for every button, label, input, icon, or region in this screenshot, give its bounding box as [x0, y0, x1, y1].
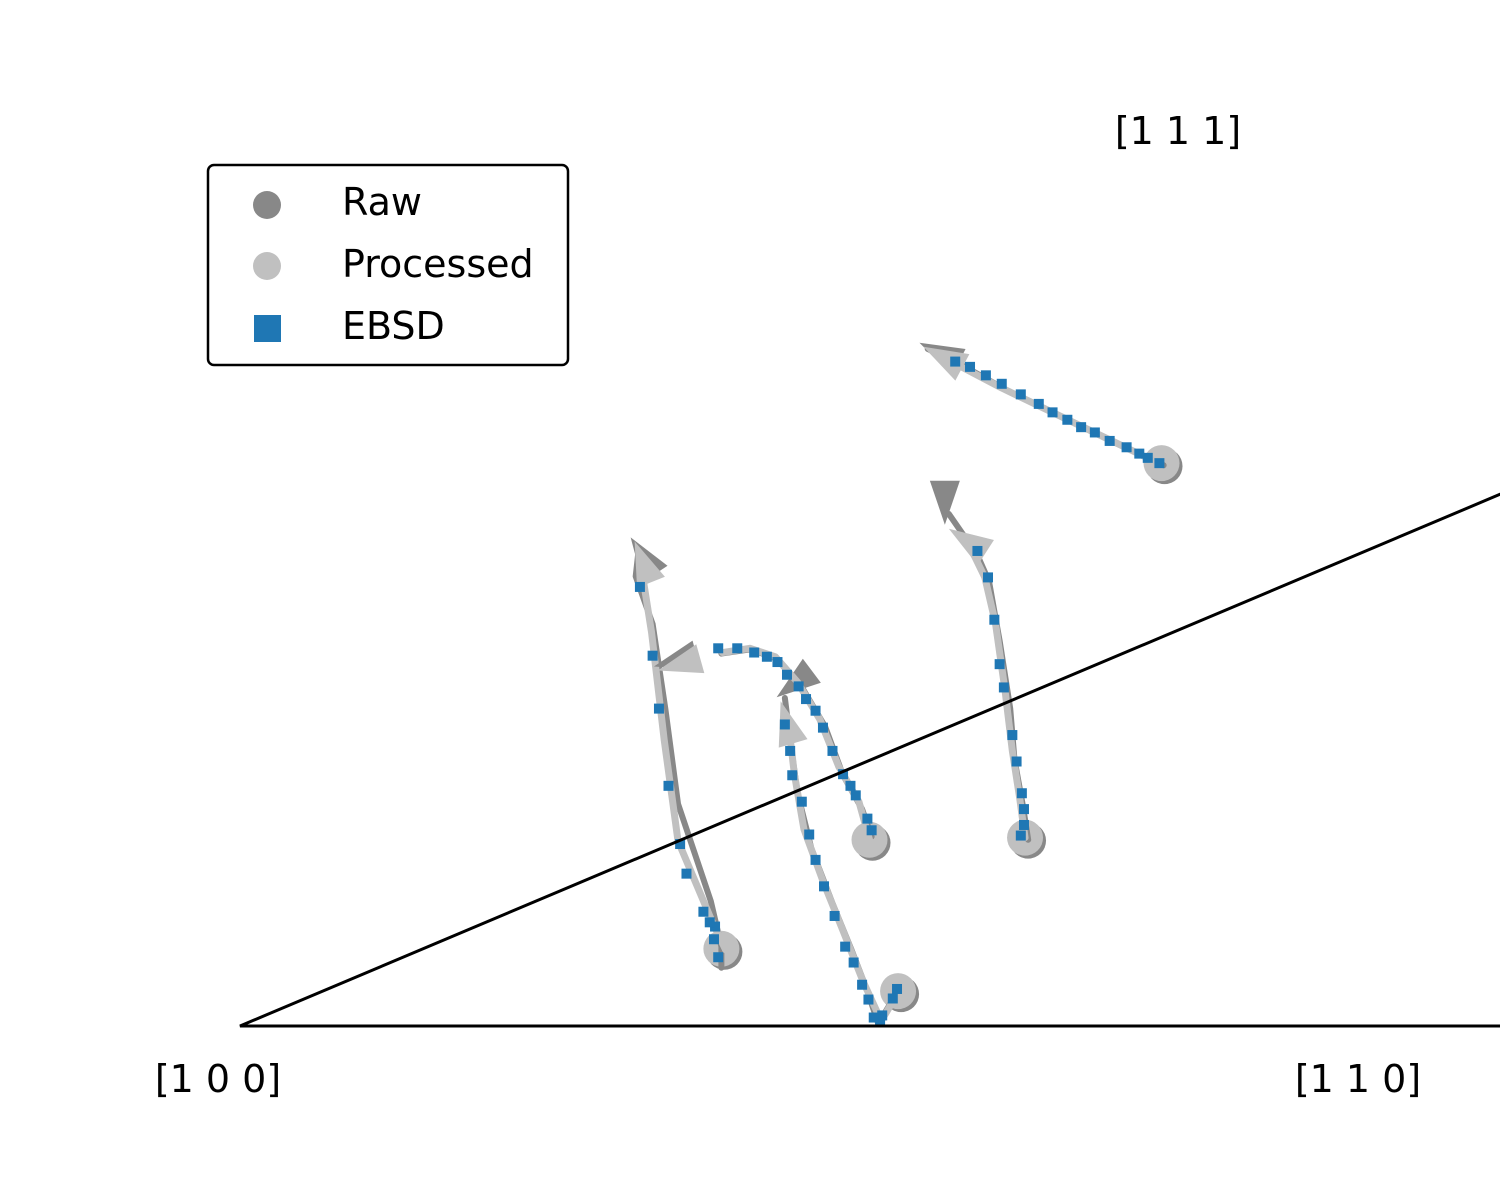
legend: Raw Processed EBSD [206, 163, 570, 367]
ebsd-point [1076, 422, 1087, 433]
ebsd-point [810, 705, 821, 716]
trajectory-3 [653, 640, 891, 861]
ebsd-point [708, 934, 719, 945]
ebsd-point [1033, 398, 1044, 409]
corner-label-110: [1 1 0] [1295, 1057, 1421, 1101]
ebsd-point [704, 917, 715, 928]
ebsd-point [1142, 452, 1153, 463]
ebsd-point [749, 647, 760, 658]
ebsd-point [796, 796, 807, 807]
ebsd-point [634, 581, 645, 592]
processed-arrowhead [634, 541, 665, 588]
ebsd-point [698, 906, 709, 917]
corner-label-111: [1 1 1] [1115, 109, 1241, 153]
ebsd-point [996, 378, 1007, 389]
legend-processed-marker [253, 252, 281, 280]
ebsd-point [713, 952, 724, 963]
trajectories [630, 342, 1183, 1026]
ebsd-point [810, 854, 821, 865]
ebsd-point [1011, 756, 1022, 767]
ebsd-point [1154, 458, 1165, 469]
raw-arrowhead [929, 480, 960, 525]
ebsd-point [653, 703, 664, 714]
ebsd-point [787, 770, 798, 781]
legend-ebsd-marker [254, 315, 281, 342]
ebsd-point [713, 643, 724, 654]
ebsd-point [772, 657, 783, 668]
legend-raw-label: Raw [342, 180, 422, 224]
ebsd-point [863, 994, 874, 1005]
ebsd-point [845, 780, 856, 791]
processed-path [963, 536, 1029, 842]
ebsd-point [994, 659, 1005, 670]
ebsd-point [965, 361, 976, 372]
processed-arrowhead [657, 644, 705, 674]
ebsd-point [998, 682, 1009, 693]
corner-label-100: [1 0 0] [155, 1057, 281, 1101]
ebsd-point [827, 745, 838, 756]
processed-path [718, 644, 874, 844]
ebsd-point [801, 694, 812, 705]
legend-ebsd-label: EBSD [342, 304, 445, 348]
ebsd-point [793, 681, 804, 692]
legend-processed-label: Processed [342, 242, 534, 286]
ebsd-point [819, 881, 830, 892]
ebsd-point [1062, 414, 1073, 425]
ebsd-point [862, 813, 873, 824]
ebsd-point [781, 669, 792, 680]
legend-raw-marker [253, 191, 281, 219]
ebsd-point [1018, 819, 1029, 830]
trajectory-5 [919, 342, 1183, 485]
ebsd-point [1134, 448, 1145, 459]
processed-arrowhead [923, 346, 970, 381]
ebsd-point [866, 825, 877, 836]
ebsd-point [732, 643, 743, 654]
ebsd-point [1015, 389, 1026, 400]
ebsd-point [868, 1012, 879, 1023]
processed-arrowhead [778, 701, 808, 748]
ebsd-point [804, 829, 815, 840]
trajectory-1 [630, 537, 743, 971]
processed-arrowhead [948, 528, 994, 566]
ebsd-point [1007, 730, 1018, 741]
ebsd-point [647, 650, 658, 661]
trajectory-2 [776, 658, 920, 1026]
ebsd-point [887, 993, 898, 1004]
ebsd-point [875, 1014, 886, 1025]
ebsd-point [710, 921, 721, 932]
legend-frame [206, 163, 570, 367]
ebsd-point [840, 941, 851, 952]
ebsd-point [972, 545, 983, 556]
ebsd-point [663, 780, 674, 791]
ebsd-point [1015, 830, 1026, 841]
ebsd-point [1016, 788, 1027, 799]
ebsd-point [980, 370, 991, 381]
ebsd-point [857, 979, 868, 990]
ebsd-point [1089, 427, 1100, 438]
ebsd-point [1121, 442, 1132, 453]
ebsd-point [1018, 804, 1029, 815]
processed-path [635, 548, 730, 954]
ebsd-point [681, 868, 692, 879]
raw-arrowhead [776, 658, 821, 698]
ebsd-point [892, 983, 903, 994]
ebsd-point [675, 839, 686, 850]
ebsd-point [989, 614, 1000, 625]
ebsd-point [1104, 435, 1115, 446]
ebsd-point [761, 651, 772, 662]
ebsd-point [838, 769, 849, 780]
ebsd-point [817, 722, 828, 733]
ebsd-point [850, 790, 861, 801]
ebsd-point [950, 356, 961, 367]
raw-path [781, 695, 899, 1026]
ebsd-point [983, 572, 994, 583]
ebsd-point [779, 719, 790, 730]
ebsd-point [848, 957, 859, 968]
trajectory-4 [929, 480, 1047, 859]
ebsd-point [829, 910, 840, 921]
ebsd-point [1047, 407, 1058, 418]
ebsd-point [785, 745, 796, 756]
